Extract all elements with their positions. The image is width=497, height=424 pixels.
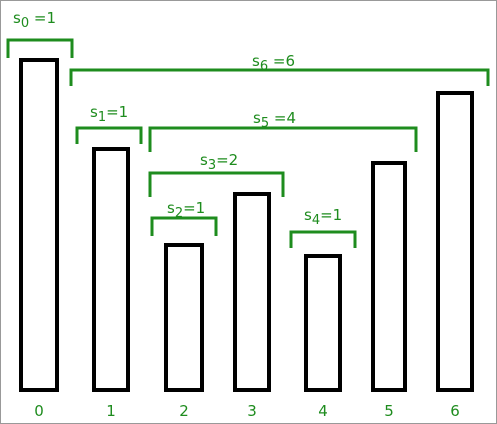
span-label-s6: s6 =6	[252, 52, 295, 74]
bar-0	[19, 58, 59, 392]
bars	[19, 58, 474, 392]
span-brackets	[6, 38, 490, 248]
index-label-3: 3	[247, 402, 257, 420]
bar-2	[164, 243, 204, 392]
bar-3	[233, 192, 271, 392]
index-label-0: 0	[34, 402, 44, 420]
span-bracket-s3	[148, 171, 285, 197]
span-label-s3: s3=2	[200, 151, 238, 173]
bar-6	[436, 91, 474, 392]
span-label-s0: s0 =1	[13, 9, 56, 31]
index-label-1: 1	[106, 402, 116, 420]
bar-4	[304, 254, 342, 392]
index-label-4: 4	[318, 402, 328, 420]
span-bracket-s2	[150, 216, 218, 236]
labels: 0 1 2 3 4 5 6 s0 =1 s1=1 s2=1 s3=2 s4=1 s5 =4 s6 =6	[13, 9, 460, 420]
span-bracket-s6	[69, 68, 490, 86]
span-bracket-s0	[6, 38, 74, 58]
bar-1	[92, 147, 130, 392]
index-label-5: 5	[384, 402, 394, 420]
span-label-s1: s1=1	[90, 103, 128, 125]
span-bracket-s1	[75, 126, 143, 144]
index-label-6: 6	[450, 402, 460, 420]
span-label-s2: s2=1	[167, 199, 205, 221]
bar-5	[371, 161, 407, 392]
span-bracket-s5	[148, 126, 418, 152]
span-label-s5: s5 =4	[253, 109, 296, 131]
span-bracket-s4	[289, 230, 357, 248]
index-label-2: 2	[179, 402, 189, 420]
span-label-s4: s4=1	[304, 206, 342, 228]
